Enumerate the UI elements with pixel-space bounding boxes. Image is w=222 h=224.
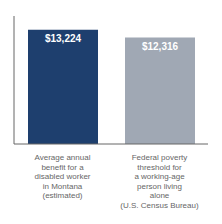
svg-text:$13,224: $13,224 xyxy=(45,33,82,44)
svg-text:Average annualbenefit for adis: Average annualbenefit for adisabled work… xyxy=(34,153,90,200)
svg-text:Federal povertythreshold fora: Federal povertythreshold fora working-ag… xyxy=(120,153,199,210)
svg-text:$12,316: $12,316 xyxy=(142,41,179,52)
